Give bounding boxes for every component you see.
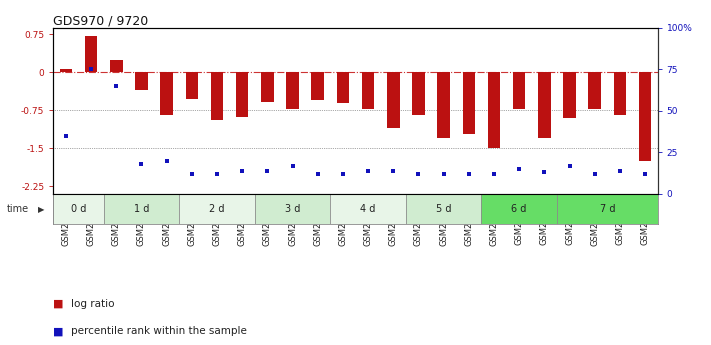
Point [539, 170, 550, 175]
Text: 4 d: 4 d [360, 204, 376, 214]
Text: log ratio: log ratio [71, 299, 114, 308]
Text: 0 d: 0 d [71, 204, 86, 214]
Text: 5 d: 5 d [436, 204, 451, 214]
Point [513, 166, 525, 172]
Bar [437, 72, 450, 138]
Bar [161, 72, 173, 115]
Bar [557, 194, 658, 224]
Point [237, 168, 248, 174]
Bar [638, 72, 651, 161]
Bar [179, 28, 255, 194]
Bar [481, 194, 557, 224]
Point [387, 168, 399, 174]
Bar [513, 72, 525, 109]
Bar [387, 72, 400, 128]
Text: 1 d: 1 d [134, 204, 149, 214]
Bar [261, 72, 274, 102]
Bar [53, 28, 104, 194]
Bar [104, 194, 179, 224]
Bar [210, 72, 223, 120]
Bar [336, 72, 349, 103]
Bar [589, 72, 601, 109]
Bar [311, 72, 324, 100]
Text: percentile rank within the sample: percentile rank within the sample [71, 326, 247, 336]
Bar [60, 69, 73, 72]
Point [186, 171, 198, 177]
Bar [135, 72, 148, 90]
Text: ■: ■ [53, 326, 64, 336]
Point [211, 171, 223, 177]
Text: 6 d: 6 d [511, 204, 527, 214]
Point [639, 171, 651, 177]
Bar [331, 194, 406, 224]
Bar [236, 72, 248, 117]
Bar [412, 72, 424, 115]
Bar [287, 72, 299, 109]
Point [438, 171, 449, 177]
Bar [481, 28, 557, 194]
Point [85, 67, 97, 72]
Point [287, 163, 298, 168]
Bar [563, 72, 576, 118]
Bar [406, 28, 481, 194]
Point [363, 168, 374, 174]
Point [614, 168, 626, 174]
Bar [614, 72, 626, 115]
Bar [488, 72, 501, 148]
Bar [255, 28, 331, 194]
Bar [538, 72, 550, 138]
Text: 7 d: 7 d [599, 204, 615, 214]
Bar [331, 28, 406, 194]
Text: GDS970 / 9720: GDS970 / 9720 [53, 14, 149, 28]
Point [488, 171, 500, 177]
Bar [110, 60, 122, 72]
Bar [53, 194, 104, 224]
Text: 3 d: 3 d [285, 204, 300, 214]
Bar [463, 72, 475, 134]
Point [161, 158, 172, 164]
Point [111, 83, 122, 89]
Text: ■: ■ [53, 299, 64, 308]
Point [589, 171, 600, 177]
Text: 2 d: 2 d [209, 204, 225, 214]
Bar [186, 72, 198, 99]
Bar [104, 28, 179, 194]
Text: time: time [7, 204, 29, 214]
Bar [557, 28, 658, 194]
Bar [406, 194, 481, 224]
Point [413, 171, 424, 177]
Point [564, 163, 575, 168]
Point [337, 171, 348, 177]
Text: ▶: ▶ [38, 205, 44, 214]
Point [312, 171, 324, 177]
Point [262, 168, 273, 174]
Point [463, 171, 474, 177]
Point [136, 161, 147, 167]
Bar [255, 194, 331, 224]
Bar [85, 36, 97, 72]
Point [60, 133, 72, 138]
Bar [179, 194, 255, 224]
Bar [362, 72, 375, 109]
